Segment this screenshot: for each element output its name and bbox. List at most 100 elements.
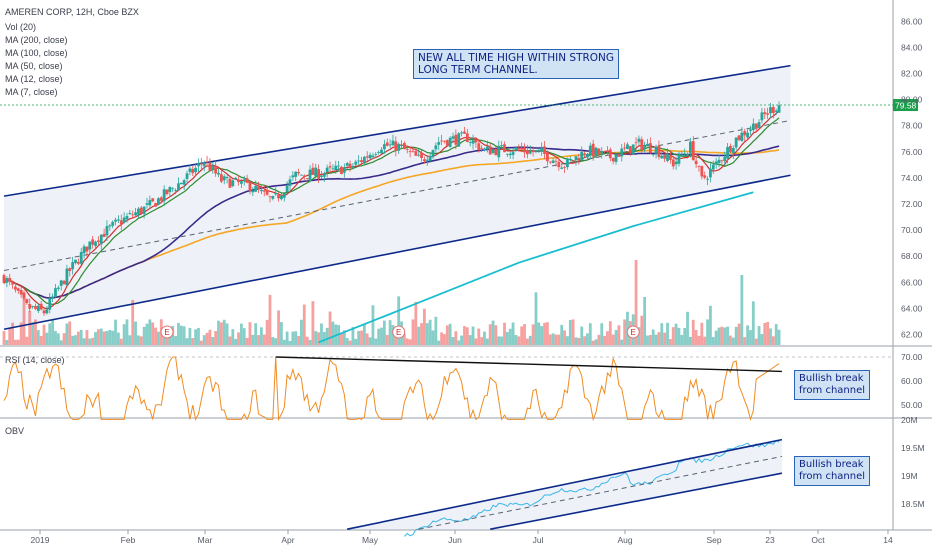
candle	[766, 107, 770, 119]
candle-body	[165, 189, 169, 195]
volume-bar	[242, 328, 246, 345]
candle	[151, 198, 155, 203]
candle	[537, 149, 541, 153]
candle-body	[488, 146, 492, 155]
candle	[683, 148, 687, 157]
volume-bar	[185, 338, 189, 345]
candle-body	[305, 178, 309, 180]
candle-body	[451, 136, 455, 139]
candle-body	[345, 163, 349, 166]
obv-channel-lower	[490, 472, 783, 530]
candle	[308, 165, 312, 183]
candle	[445, 139, 449, 148]
candle	[108, 223, 112, 231]
legend-ma50[interactable]: MA (50, close)	[5, 61, 63, 71]
volume-bar	[199, 340, 203, 345]
candle	[634, 137, 638, 148]
candle-body	[254, 185, 258, 192]
volume-bar	[108, 330, 112, 345]
volume-bar	[720, 326, 724, 345]
candle-body	[537, 149, 541, 151]
candle	[382, 139, 386, 154]
volume-bar	[680, 334, 684, 345]
candle	[219, 170, 223, 184]
candle	[548, 161, 552, 165]
volume-bar	[254, 323, 258, 345]
volume-bar	[139, 336, 143, 345]
candle-body	[668, 155, 672, 160]
candle-body	[394, 141, 398, 151]
volume-bar	[646, 335, 649, 345]
candle	[606, 146, 609, 156]
candle-body	[657, 145, 661, 157]
candle-body	[483, 148, 486, 151]
candle-body	[508, 153, 512, 156]
time-tick-label: 23	[765, 535, 775, 545]
candle-body	[300, 174, 303, 176]
volume-bar	[660, 323, 664, 345]
candle	[119, 214, 123, 231]
candle-body	[448, 137, 452, 147]
volume-bar	[474, 338, 478, 345]
candle	[311, 163, 315, 175]
candle-body	[208, 162, 212, 171]
volume-bar	[382, 320, 386, 345]
candle	[139, 205, 143, 215]
candle-body	[520, 147, 524, 150]
legend-ma7[interactable]: MA (7, close)	[5, 87, 58, 97]
candle-body	[571, 160, 575, 162]
legend-ma12[interactable]: MA (12, close)	[5, 74, 63, 84]
volume-bar	[746, 325, 749, 345]
volume-bar	[131, 299, 135, 345]
candle-body	[357, 160, 361, 162]
volume-bar	[111, 330, 115, 345]
volume-bar	[62, 333, 66, 345]
candle-body	[757, 122, 761, 128]
obv-channel-upper	[347, 438, 783, 530]
candle-body	[19, 289, 23, 295]
candle	[85, 246, 89, 257]
volume-bar	[277, 310, 280, 345]
candle	[574, 155, 578, 166]
volume-bar	[531, 324, 535, 345]
candle-body	[28, 304, 32, 309]
candle-body	[291, 175, 295, 178]
obv-tick-label: 19.5M	[901, 443, 925, 453]
volume-bar	[291, 331, 295, 345]
volume-bar	[434, 316, 438, 345]
volume-bar	[177, 322, 180, 345]
volume-bar	[91, 337, 95, 345]
candle	[79, 247, 83, 266]
channel-mid-line	[3, 119, 791, 271]
volume-bar	[174, 336, 177, 345]
candle-body	[265, 189, 269, 195]
candle-body	[437, 142, 441, 145]
candle-body	[231, 180, 235, 187]
candle	[520, 142, 524, 153]
price-tick-label: 72.00	[901, 199, 923, 209]
legend-vol[interactable]: Vol (20)	[5, 22, 37, 32]
candle	[531, 146, 535, 157]
candle	[729, 143, 732, 154]
candle	[488, 143, 492, 155]
legend-ma100[interactable]: MA (100, close)	[5, 48, 68, 58]
legend-ma200[interactable]: MA (200, close)	[5, 35, 68, 45]
annotation-ath[interactable]: NEW ALL TIME HIGH WITHIN STRONG LONG TER…	[413, 49, 620, 79]
volume-bar	[465, 327, 469, 345]
time-tick-label: Jun	[448, 535, 462, 545]
candle-body	[260, 189, 263, 192]
candle	[377, 150, 381, 155]
volume-bar	[114, 319, 117, 345]
annotation-rsi[interactable]: Bullish break from channel	[794, 370, 871, 400]
candle-body	[262, 190, 266, 192]
candle-body	[460, 132, 463, 134]
candle	[48, 292, 52, 314]
annotation-obv[interactable]: Bullish break from channel	[794, 456, 871, 486]
time-tick-label: 2019	[31, 535, 50, 545]
volume-bar	[260, 327, 263, 345]
candle-body	[177, 183, 180, 191]
volume-bar	[729, 335, 732, 345]
volume-bar	[16, 339, 20, 345]
